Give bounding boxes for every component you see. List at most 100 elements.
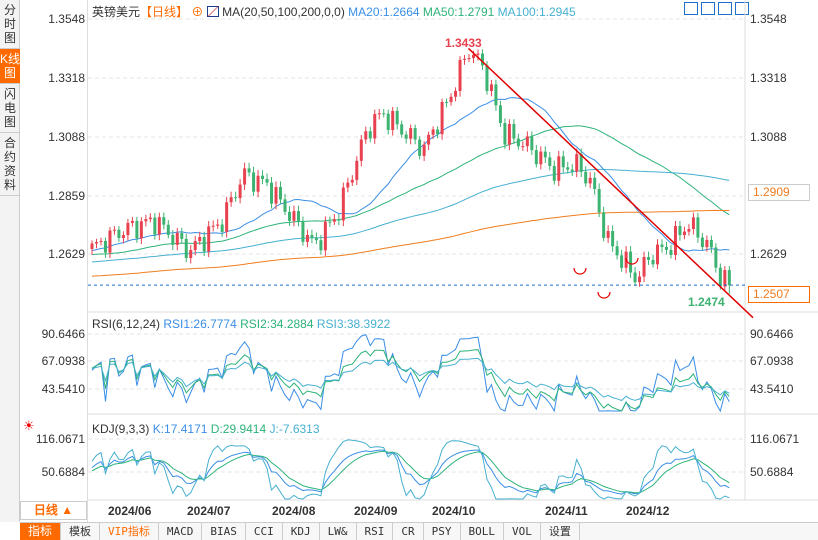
ma-chart-icon[interactable]: [206, 6, 219, 17]
candle-up: [90, 243, 94, 249]
candle-down: [310, 234, 314, 238]
settings-icon[interactable]: ⊕: [191, 5, 204, 19]
indicator-tab[interactable]: LW&: [320, 523, 357, 540]
candle-down: [516, 138, 520, 147]
candle-up: [225, 202, 229, 232]
indicator-settings-icon[interactable]: ☀: [23, 418, 35, 433]
candle-up: [238, 184, 242, 199]
candle-down: [202, 236, 206, 252]
zoom-out-icon[interactable]: [718, 2, 732, 15]
candle-up: [489, 84, 493, 91]
candle-up: [391, 110, 395, 130]
date-label: 2024/08: [272, 504, 316, 518]
axis-label: 67.0938: [750, 354, 794, 368]
candle-down: [180, 232, 184, 239]
candle-up: [112, 229, 116, 231]
candle-up: [157, 217, 161, 235]
zoom-in-icon[interactable]: [701, 2, 715, 15]
price-chart[interactable]: [0, 0, 818, 522]
indicator-tab[interactable]: MACD: [159, 523, 203, 540]
candle-down: [647, 257, 651, 260]
axis-label: 1.3088: [48, 130, 85, 144]
rsi-legend: RSI(6,12,24) RSI1:26.7774 RSI2:34.2884 R…: [92, 317, 390, 331]
vertical-tab[interactable]: 分时图: [0, 0, 20, 49]
date-label: 2024/09: [354, 504, 398, 518]
candle-down: [709, 239, 713, 248]
vertical-tab[interactable]: 闪电图: [0, 84, 20, 133]
date-label: 2024/12: [626, 504, 670, 518]
candle-up: [431, 129, 435, 135]
candle-down: [498, 105, 502, 124]
crosshair-icon[interactable]: [684, 2, 698, 15]
candle-up: [588, 177, 592, 184]
vertical-tab[interactable]: 合约资料: [0, 133, 20, 196]
indicator-tab[interactable]: 设置: [541, 523, 580, 540]
ma50-line: [91, 125, 730, 255]
candle-up: [355, 160, 359, 180]
candle-down: [445, 101, 449, 103]
indicator-tab[interactable]: 模板: [61, 523, 101, 540]
candle-down: [171, 234, 175, 245]
indicator-tab[interactable]: BIAS: [202, 523, 246, 540]
candle-up: [341, 187, 345, 221]
candle-down: [700, 237, 704, 248]
candle-up: [458, 59, 462, 91]
axis-label: 1.3318: [750, 71, 787, 85]
candle-down: [252, 172, 256, 192]
candle-up: [99, 240, 103, 242]
candle-up: [539, 151, 543, 165]
candle-down: [543, 151, 547, 158]
candle-up: [189, 250, 193, 259]
candle-down: [494, 84, 498, 106]
candle-down: [570, 169, 574, 172]
kdj-j-line: [91, 439, 730, 500]
vertical-tab[interactable]: K线图: [0, 49, 20, 84]
pattern-marker: [597, 291, 611, 299]
indicator-tab[interactable]: PSY: [424, 523, 461, 540]
indicator-tab[interactable]: 指标: [20, 523, 62, 540]
candle-up: [274, 187, 278, 204]
indicator-tab[interactable]: VOL: [504, 523, 541, 540]
indicator-tab[interactable]: KDJ: [283, 523, 320, 540]
candle-up: [463, 58, 467, 60]
pattern-marker: [625, 257, 639, 265]
date-label: 2024/11: [545, 504, 588, 518]
indicator-tab[interactable]: CR: [393, 523, 424, 540]
candle-down: [660, 244, 664, 247]
candle-down: [718, 267, 722, 287]
candle-up: [673, 225, 677, 255]
candle-down: [633, 272, 637, 283]
candle-up: [292, 211, 296, 221]
candle-down: [117, 229, 121, 239]
indicator-tab[interactable]: BOLL: [461, 523, 505, 540]
indicator-tab[interactable]: CCI: [246, 523, 283, 540]
candle-up: [575, 154, 579, 172]
axis-label: 1.2629: [48, 247, 85, 261]
indicator-tab[interactable]: VIP指标: [100, 523, 159, 540]
kdj-d-line: [91, 450, 730, 494]
candle-down: [301, 221, 305, 242]
candle-down: [561, 156, 565, 168]
indicator-tab[interactable]: RSI: [357, 523, 394, 540]
candle-down: [418, 139, 422, 156]
candle-up: [691, 217, 695, 229]
candle-down: [727, 270, 731, 286]
candle-up: [346, 182, 350, 188]
candle-up: [440, 101, 444, 135]
candle-up: [471, 54, 475, 59]
candle-down: [287, 211, 291, 221]
candle-down: [512, 124, 516, 139]
candle-down: [669, 249, 673, 255]
candle-down: [615, 246, 619, 256]
axis-label: 50.6884: [41, 465, 85, 479]
axis-label: 50.6884: [750, 465, 794, 479]
candle-up: [642, 257, 646, 277]
period-label: 【日线】: [140, 5, 189, 19]
scroll-right-icon[interactable]: [735, 2, 749, 15]
period-selector[interactable]: 日线 ▲: [20, 501, 87, 520]
candle-down: [296, 211, 300, 222]
ma200-price-tag: 1.2909: [748, 184, 810, 201]
candle-down: [319, 240, 323, 251]
candle-up: [229, 197, 233, 203]
candle-down: [485, 65, 489, 91]
